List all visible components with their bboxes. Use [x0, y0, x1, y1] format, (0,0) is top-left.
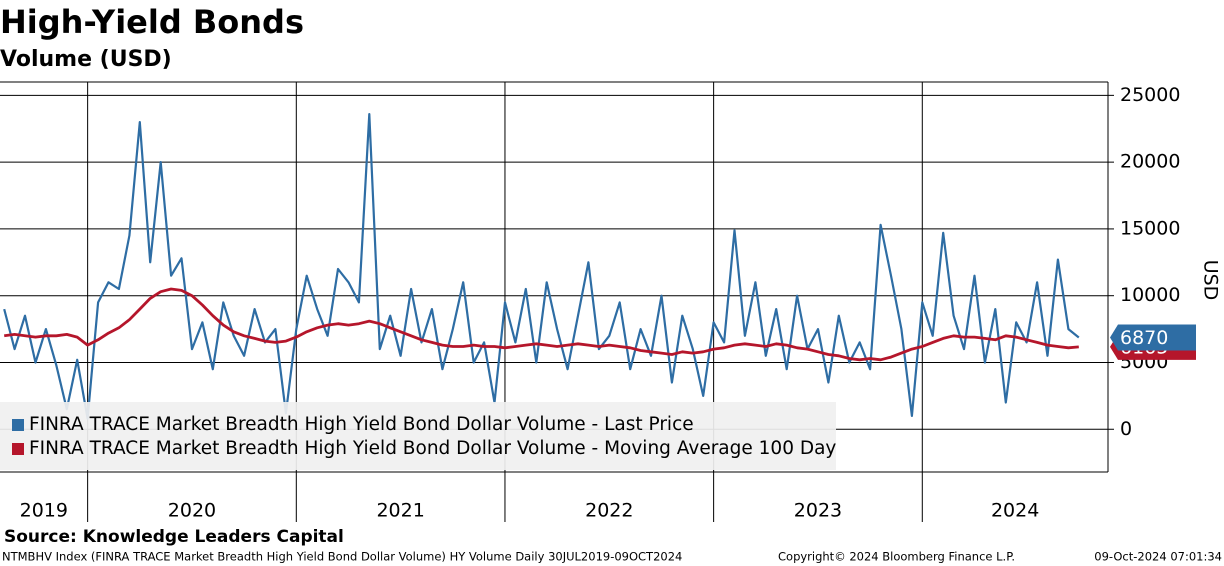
x-tick-label: 2023 [794, 500, 842, 522]
timestamp: 09-Oct-2024 07:01:34 [1094, 550, 1222, 564]
x-tick-label: 2019 [20, 500, 68, 522]
legend-swatch [12, 443, 24, 455]
x-tick-label: 2020 [168, 500, 216, 522]
series-line [4, 287, 1079, 362]
y-tick-label: 25000 [1120, 84, 1180, 106]
y-axis-label: USD [1200, 260, 1222, 301]
x-tick-label: 2021 [376, 500, 424, 522]
y-tick-label: 15000 [1120, 217, 1180, 239]
legend-label: FINRA TRACE Market Breadth High Yield Bo… [29, 438, 836, 459]
x-tick-label: 2024 [991, 500, 1039, 522]
chart-title: High-Yield Bonds [0, 3, 304, 41]
legend-label: FINRA TRACE Market Breadth High Yield Bo… [29, 414, 694, 435]
last-value-box [1110, 324, 1196, 351]
x-tick-label: 2022 [585, 500, 633, 522]
series-line [3, 113, 1080, 420]
y-tick-label: 10000 [1120, 284, 1180, 306]
chart-subtitle: Volume (USD) [0, 47, 172, 72]
legend-swatch [12, 419, 24, 431]
copyright: Copyright© 2024 Bloomberg Finance L.P. [778, 550, 1015, 564]
source: Source: Knowledge Leaders Capital [4, 527, 344, 547]
footer-left: NTMBHV Index (FINRA TRACE Market Breadth… [2, 550, 682, 564]
last-value-label: 6870 [1120, 327, 1168, 349]
y-tick-label: 0 [1120, 418, 1132, 440]
y-tick-label: 20000 [1120, 151, 1180, 173]
legend-box [0, 402, 836, 470]
